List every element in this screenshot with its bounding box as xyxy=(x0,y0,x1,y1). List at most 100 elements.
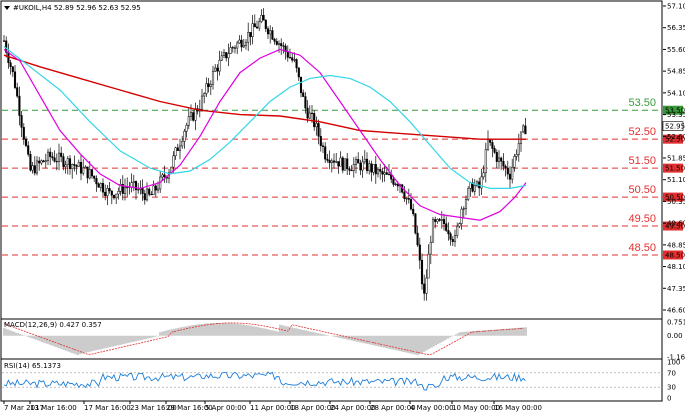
candle-body xyxy=(453,235,457,242)
candle-body xyxy=(123,187,127,194)
candle-body xyxy=(95,178,98,185)
price-tick-label: 46.60 xyxy=(667,307,685,315)
candle-body xyxy=(416,232,419,246)
candle-body xyxy=(438,219,441,221)
price-tick-label: 56.35 xyxy=(667,24,685,32)
candle-body xyxy=(343,158,347,171)
candle-body xyxy=(262,14,265,21)
candle-body xyxy=(73,164,76,166)
candle-body xyxy=(522,125,525,133)
candle-body xyxy=(38,160,41,164)
price-tick-label: 53.35 xyxy=(667,111,685,119)
candle-body xyxy=(458,223,461,227)
candle-body xyxy=(174,147,177,157)
candle-body xyxy=(442,219,446,224)
candle-body xyxy=(110,190,113,196)
candle-body xyxy=(77,162,80,167)
candle-body xyxy=(9,62,12,67)
price-tick-label: 48.85 xyxy=(667,241,685,249)
candle-body xyxy=(489,139,492,143)
level-label: 50.50 xyxy=(628,184,656,196)
candle-body xyxy=(462,208,465,210)
candle-body xyxy=(183,130,186,142)
candle-body xyxy=(49,151,52,157)
candle-body xyxy=(112,194,116,199)
candle-body xyxy=(337,161,340,167)
candle-body xyxy=(62,156,65,167)
candle-body xyxy=(2,40,6,42)
rsi-plot: 100 70 30 0 xyxy=(2,359,680,403)
macd-label: MACD(12,26,9) 0.427 0.357 xyxy=(4,321,102,329)
rsi-tick-label: 0 xyxy=(667,395,671,403)
candle-body xyxy=(148,188,151,195)
candle-body xyxy=(16,87,19,97)
candle-body xyxy=(330,160,333,164)
candle-body xyxy=(253,23,256,28)
candle-body xyxy=(297,67,300,78)
candle-body xyxy=(53,157,56,162)
level-label: 53.50 xyxy=(628,97,656,109)
date-label: 28 Apr 00:00 xyxy=(370,404,416,412)
current-price-label: 52.95 xyxy=(665,123,685,131)
candle-body xyxy=(427,253,430,279)
candle-body xyxy=(31,165,34,171)
macd-panel[interactable] xyxy=(0,318,663,360)
candle-body xyxy=(68,158,72,170)
level-tag xyxy=(663,163,683,173)
candle-body xyxy=(275,41,278,45)
candle-body xyxy=(97,183,100,188)
price-tick-label: 57.10 xyxy=(667,3,685,11)
candle-body xyxy=(27,145,30,155)
candle-body xyxy=(161,174,164,178)
candle-body xyxy=(260,14,263,22)
candle-body xyxy=(473,185,476,192)
candle-body xyxy=(22,127,25,140)
candle-body xyxy=(227,53,230,59)
date-label: 24 Apr 00:00 xyxy=(330,404,376,412)
rsi-tick-label: 30 xyxy=(667,384,676,392)
price-axis: 57.10 56.35 55.60 54.85 54.10 53.35 52.60 51.85… xyxy=(662,3,685,315)
date-label: 23 Mar 16:00 xyxy=(130,404,177,412)
candle-body xyxy=(282,45,285,47)
level-label: 52.50 xyxy=(628,126,656,138)
price-tick-label: 54.10 xyxy=(667,89,685,97)
level-label: 48.50 xyxy=(628,242,656,254)
candle-body xyxy=(150,194,153,196)
candle-body xyxy=(40,160,43,164)
price-tick-label: 51.85 xyxy=(667,155,685,163)
candle-body xyxy=(508,173,512,180)
candle-body xyxy=(271,30,274,40)
candle-body xyxy=(200,95,204,110)
candle-body xyxy=(143,193,146,201)
candle-body xyxy=(341,157,344,171)
level-tag xyxy=(663,250,683,260)
candle-body xyxy=(376,169,380,175)
rsi-panel[interactable] xyxy=(0,358,663,402)
candle-body xyxy=(35,160,39,174)
candle-body xyxy=(286,51,289,58)
candle-body xyxy=(328,160,331,164)
candle-body xyxy=(304,96,307,109)
candle-body xyxy=(379,169,382,172)
candle-body xyxy=(361,161,364,171)
candle-body xyxy=(313,113,316,128)
candle-body xyxy=(154,185,157,191)
rsi-line xyxy=(3,371,526,391)
candle-body xyxy=(88,169,91,179)
candle-body xyxy=(75,165,78,167)
candle-body xyxy=(244,41,248,46)
level-tag-label: 48.50 xyxy=(665,251,685,259)
candle-body xyxy=(392,178,395,185)
date-label: 29 Mar 16:00 xyxy=(166,404,213,412)
candle-body xyxy=(335,161,338,163)
candle-body xyxy=(506,167,509,175)
candle-body xyxy=(280,43,283,47)
candle-body xyxy=(119,184,122,192)
candle-body xyxy=(370,163,373,173)
dropdown-arrow-icon[interactable] xyxy=(4,6,10,10)
candle-body xyxy=(205,83,208,94)
candle-body xyxy=(108,188,111,192)
level-tag xyxy=(663,221,683,231)
candle-body xyxy=(104,191,107,196)
candle-body xyxy=(352,164,355,171)
